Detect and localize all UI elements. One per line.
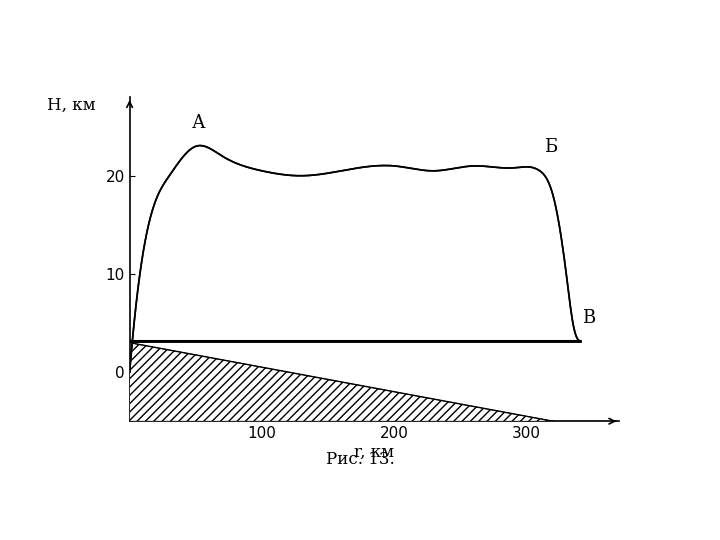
Text: В: В [582, 309, 595, 327]
Text: Б: Б [544, 138, 557, 156]
Text: Рис. 13.: Рис. 13. [325, 451, 395, 468]
Text: А: А [192, 113, 205, 132]
Polygon shape [130, 146, 580, 372]
Y-axis label: H, км: H, км [47, 97, 95, 114]
X-axis label: r, км: r, км [354, 444, 395, 461]
